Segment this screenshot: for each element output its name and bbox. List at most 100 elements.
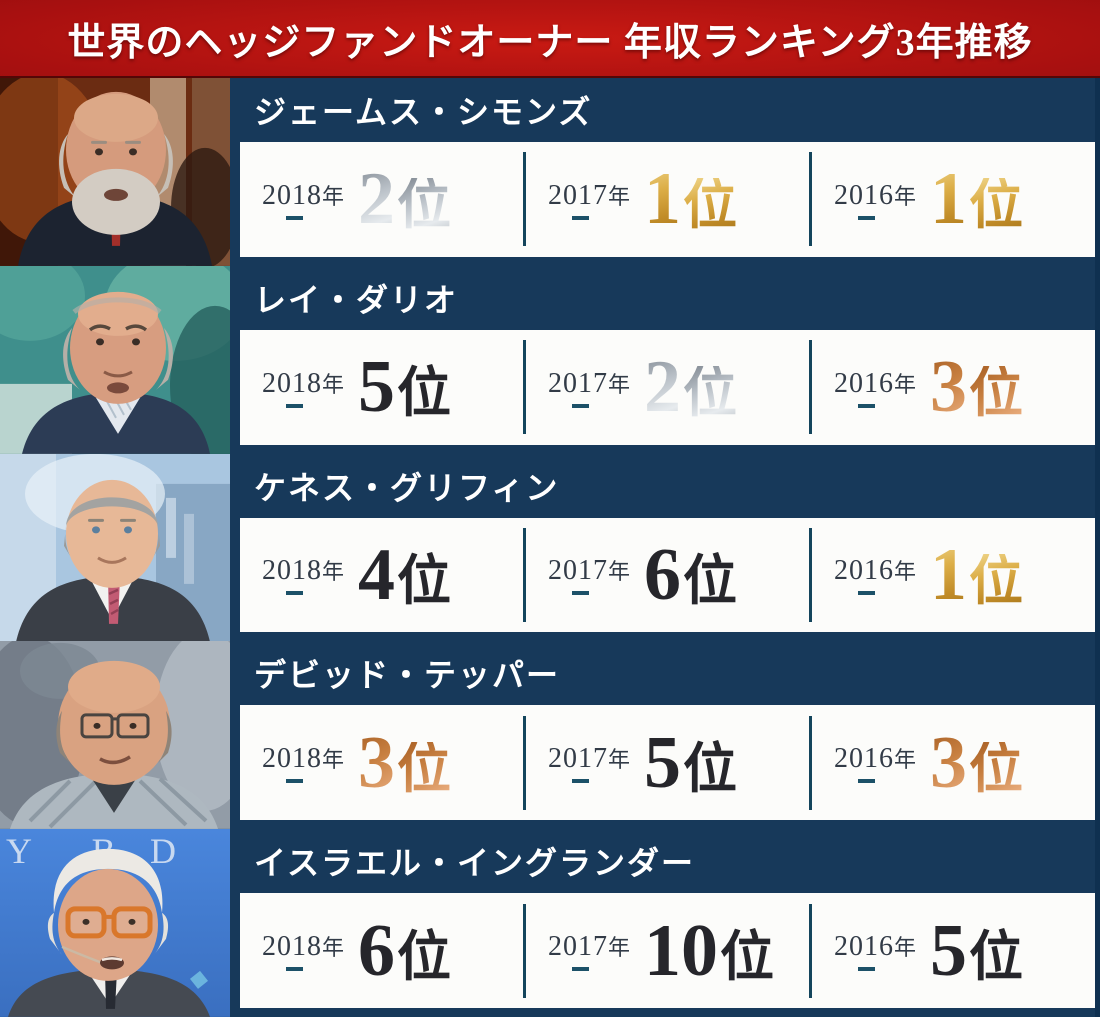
year-underline bbox=[858, 403, 875, 408]
year-label: 2017年 bbox=[548, 742, 630, 784]
column-divider bbox=[523, 340, 526, 435]
year-label: 2016年 bbox=[834, 367, 916, 408]
year-underline bbox=[572, 403, 589, 408]
column-divider bbox=[523, 152, 526, 247]
person-name: デビッド・テッパー bbox=[254, 657, 561, 694]
portrait-james-simons bbox=[0, 78, 230, 266]
year-underline bbox=[572, 215, 589, 220]
year-label: 2018年 bbox=[262, 367, 344, 408]
year-label: 2016年 bbox=[834, 742, 916, 784]
year-label: 2016年 bbox=[834, 179, 916, 220]
person-name: レイ・ダリオ bbox=[254, 281, 459, 318]
year-underline bbox=[572, 967, 589, 972]
year-underline bbox=[858, 779, 875, 784]
year-label: 2017年 bbox=[548, 179, 630, 220]
column-divider bbox=[809, 903, 812, 998]
year-label: 2018年 bbox=[262, 742, 344, 784]
page-title: 世界のヘッジファンドオーナー 年収ランキング3年推移 bbox=[67, 21, 1033, 64]
name-bar: デビッド・テッパー bbox=[230, 641, 1095, 705]
year-underline bbox=[286, 591, 303, 596]
rank-value: 10 位 bbox=[644, 909, 775, 992]
year-underline bbox=[286, 967, 303, 972]
column-divider bbox=[809, 715, 812, 810]
ranking-2017: 2017年 10 位 bbox=[526, 893, 809, 1008]
person-row-israel-englander: Y B D O bbox=[0, 829, 1100, 1017]
column-divider bbox=[523, 527, 526, 623]
ray-dalio-photo-illustration bbox=[0, 265, 230, 454]
name-bar: イスラエル・イングランダー bbox=[230, 829, 1095, 893]
year-label: 2017年 bbox=[548, 367, 630, 408]
year-label: 2016年 bbox=[834, 930, 916, 972]
portrait-israel-englander: Y B D O bbox=[0, 829, 230, 1017]
year-label: 2017年 bbox=[548, 554, 630, 596]
israel-englander-photo-illustration: Y B D O bbox=[0, 829, 230, 1017]
column-divider bbox=[523, 715, 526, 810]
year-label: 2017年 bbox=[548, 930, 630, 972]
portrait-kenneth-griffin bbox=[0, 453, 230, 642]
name-bar: ケネス・グリフィン bbox=[230, 454, 1095, 518]
title-banner: 世界のヘッジファンドオーナー 年収ランキング3年推移 bbox=[0, 0, 1100, 78]
year-underline bbox=[858, 967, 875, 972]
year-underline bbox=[286, 779, 303, 784]
column-divider bbox=[809, 340, 812, 435]
year-underline bbox=[858, 215, 875, 220]
person-name: ケネス・グリフィン bbox=[254, 469, 560, 506]
david-tepper-photo-illustration bbox=[0, 641, 230, 830]
column-divider bbox=[809, 527, 812, 623]
column-divider bbox=[809, 152, 812, 247]
column-divider bbox=[523, 903, 526, 998]
year-label: 2018年 bbox=[262, 554, 344, 596]
year-underline bbox=[572, 591, 589, 596]
person-name: ジェームス・シモンズ bbox=[254, 94, 593, 130]
portrait-david-tepper bbox=[0, 641, 230, 830]
person-name: イスラエル・イングランダー bbox=[254, 845, 696, 882]
kenneth-griffin-photo-illustration bbox=[0, 453, 230, 642]
year-label: 2018年 bbox=[262, 930, 344, 972]
backdrop-text-right: D O bbox=[150, 831, 230, 871]
name-bar: ジェームス・シモンズ bbox=[230, 78, 1095, 142]
year-label: 2018年 bbox=[262, 179, 344, 220]
portrait-ray-dalio bbox=[0, 265, 230, 454]
year-underline bbox=[286, 215, 303, 220]
year-underline bbox=[858, 591, 875, 596]
year-underline bbox=[286, 403, 303, 408]
